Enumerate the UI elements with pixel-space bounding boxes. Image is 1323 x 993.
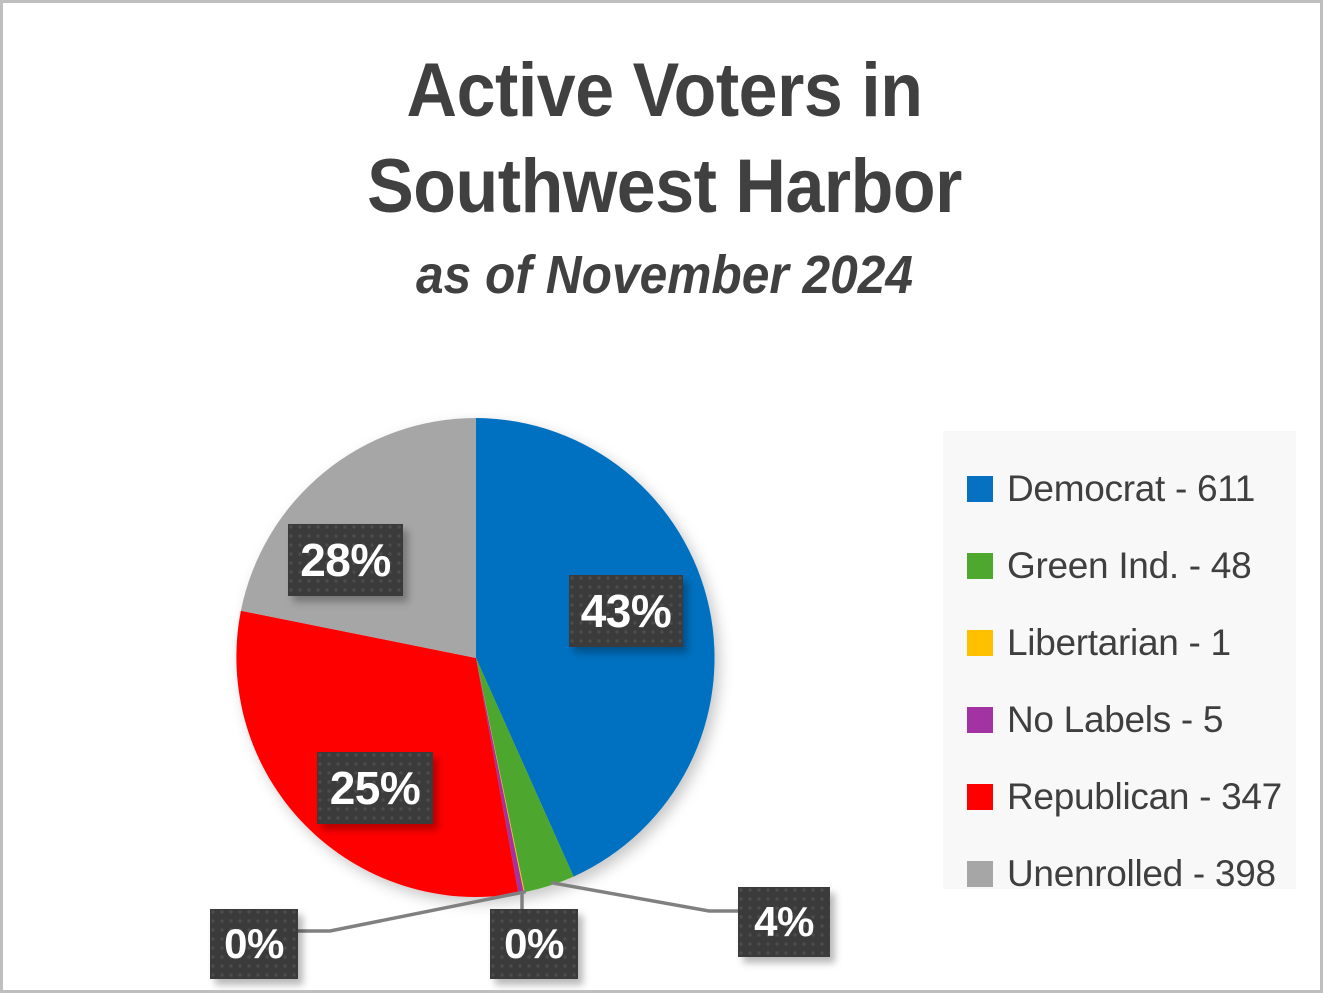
pie-slice-democrat[interactable] bbox=[476, 418, 715, 877]
legend-label-no-labels: No Labels - 5 bbox=[1007, 699, 1224, 740]
page-subtitle: as of November 2024 bbox=[415, 245, 914, 305]
legend-swatch-icon bbox=[967, 553, 993, 579]
legend-swatch-icon bbox=[967, 630, 993, 656]
legend-item-libertarian[interactable]: Libertarian - 1 bbox=[967, 611, 1296, 675]
leader-line-libertarian bbox=[296, 889, 527, 933]
legend-item-no-labels[interactable]: No Labels - 5 bbox=[967, 688, 1296, 752]
pie-slices bbox=[236, 418, 715, 898]
plot-area bbox=[153, 383, 813, 990]
legend-item-green-ind[interactable]: Green Ind. - 48 bbox=[967, 534, 1296, 598]
legend-item-unenrolled[interactable]: Unenrolled - 398 bbox=[967, 842, 1296, 906]
chart-title-block: Active Voters in Southwest Harbor as of … bbox=[3, 43, 1320, 311]
legend-label-unenrolled: Unenrolled - 398 bbox=[1007, 853, 1276, 894]
legend-swatch-icon bbox=[967, 707, 993, 733]
legend-label-democrat: Democrat - 611 bbox=[1007, 468, 1256, 509]
page-title-line-1: Active Voters in bbox=[406, 48, 923, 133]
pie-slice-libertarian[interactable] bbox=[476, 658, 525, 893]
page-title-line-2: Southwest Harbor bbox=[367, 144, 962, 229]
legend-swatch-icon bbox=[967, 476, 993, 502]
legend-label-libertarian: Libertarian - 1 bbox=[1007, 622, 1231, 663]
data-label-republican: 25% bbox=[317, 752, 433, 824]
data-label-democrat: 43% bbox=[569, 575, 683, 647]
legend-item-republican[interactable]: Republican - 347 bbox=[967, 765, 1296, 829]
pie-slice-no-labels[interactable] bbox=[476, 658, 524, 894]
pie-slice-green-ind[interactable] bbox=[476, 658, 574, 893]
legend-label-green-ind: Green Ind. - 48 bbox=[1007, 545, 1252, 586]
pie-chart bbox=[236, 418, 740, 933]
data-label-no-labels: 0% bbox=[490, 909, 578, 979]
data-label-libertarian: 0% bbox=[210, 909, 298, 979]
legend-swatch-icon bbox=[967, 861, 993, 887]
leader-line-green-ind bbox=[550, 880, 740, 913]
data-label-green-ind: 4% bbox=[738, 887, 830, 957]
chart-legend: Democrat - 611 Green Ind. - 48 Libertari… bbox=[943, 431, 1296, 894]
legend-label-republican: Republican - 347 bbox=[1007, 776, 1282, 817]
data-label-unenrolled: 28% bbox=[288, 524, 403, 596]
legend-item-democrat[interactable]: Democrat - 611 bbox=[967, 457, 1296, 521]
legend-swatch-icon bbox=[967, 784, 993, 810]
